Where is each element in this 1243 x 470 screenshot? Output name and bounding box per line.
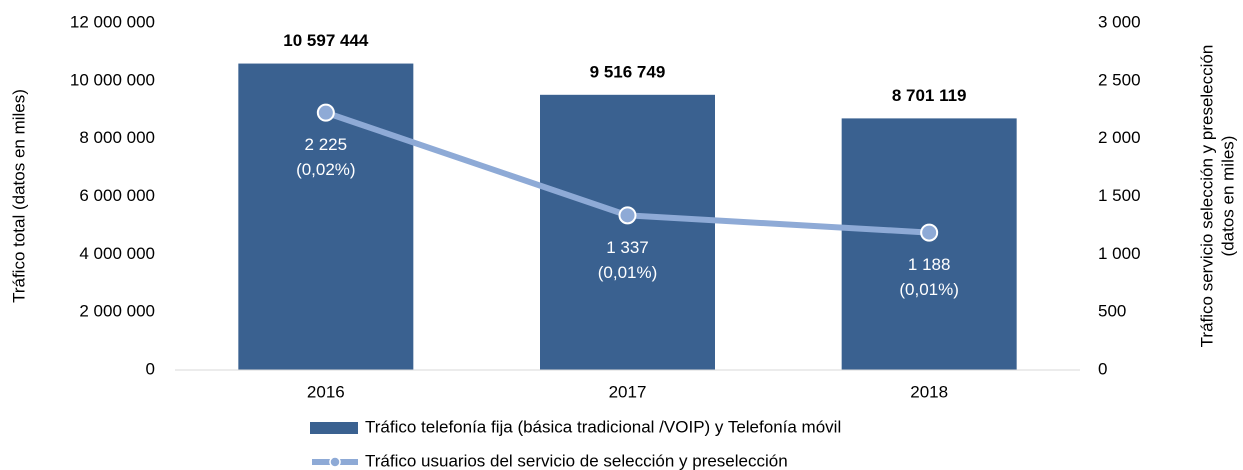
line-share-label: (0,02%) [296, 160, 356, 179]
line-share-label: (0,01%) [899, 280, 959, 299]
bar-value-label: 9 516 749 [590, 62, 666, 81]
line-value-label: 2 225 [305, 135, 348, 154]
line-value-label: 1 188 [908, 255, 951, 274]
line-share-label: (0,01%) [598, 263, 658, 282]
y-tick-label: 6 000 000 [79, 186, 155, 205]
line-marker [920, 223, 939, 242]
y2-tick-label: 2 000 [1098, 128, 1141, 147]
y-tick-label: 8 000 000 [79, 128, 155, 147]
legend-label: Tráfico usuarios del servicio de selecci… [365, 451, 788, 470]
x-tick-label: 2016 [307, 382, 345, 401]
y-tick-label: 0 [146, 359, 155, 378]
bar [540, 94, 715, 370]
x-tick-label: 2018 [910, 382, 948, 401]
bar-value-label: 8 701 119 [892, 86, 967, 105]
legend-swatch [310, 422, 358, 434]
y2-axis-title: Tráfico servicio selección y preselecció… [1197, 45, 1216, 348]
y-axis-title: Tráfico total (datos en miles) [9, 89, 28, 303]
y2-axis-title: (datos en miles) [1218, 136, 1237, 257]
y2-tick-label: 500 [1098, 302, 1126, 321]
bar [841, 118, 1017, 370]
x-tick-label: 2017 [609, 382, 647, 401]
legend-label: Tráfico telefonía fija (básica tradicion… [365, 417, 841, 436]
y2-tick-label: 0 [1098, 359, 1107, 378]
y-tick-label: 10 000 000 [70, 70, 155, 89]
bar-value-label: 10 597 444 [283, 31, 369, 50]
y2-tick-label: 1 000 [1098, 244, 1141, 263]
y2-tick-label: 3 000 [1098, 12, 1141, 31]
y-tick-label: 2 000 000 [79, 302, 155, 321]
y2-tick-label: 2 500 [1098, 70, 1141, 89]
y2-tick-label: 1 500 [1098, 186, 1141, 205]
legend-swatch [329, 456, 341, 468]
line-marker [316, 103, 335, 122]
y-tick-label: 4 000 000 [79, 244, 155, 263]
line-value-label: 1 337 [606, 238, 649, 257]
y-tick-label: 12 000 000 [70, 12, 155, 31]
line-marker [618, 206, 637, 225]
